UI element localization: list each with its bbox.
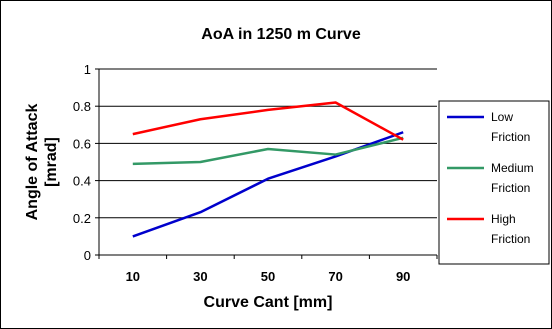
legend: Low Friction Medium Friction High Friction <box>438 100 550 265</box>
legend-label: High <box>491 212 516 226</box>
series-line-high-friction <box>132 101 404 141</box>
y-tick-label: 1 <box>84 62 91 77</box>
y-tick-label: 0.8 <box>73 99 91 114</box>
x-tick-label: 50 <box>261 269 275 284</box>
x-tick-label: 90 <box>396 269 410 284</box>
x-axis-title: Curve Cant [mm] <box>204 294 333 311</box>
plot-area: 0 0.2 0.4 0.6 0.8 1 10 30 50 70 90 <box>73 62 438 284</box>
y-tick-label: 0 <box>84 248 91 263</box>
legend-label: Medium <box>491 161 534 175</box>
y-axis-title-line-1: Angle of Attack <box>24 104 41 221</box>
series-line-medium-friction <box>132 136 404 166</box>
y-axis-title-line-2: [mrad] <box>43 137 60 187</box>
x-tick-label: 30 <box>193 269 207 284</box>
chart-title: AoA in 1250 m Curve <box>201 26 361 43</box>
legend-label: Friction <box>491 232 530 246</box>
legend-label: Low <box>491 110 513 124</box>
legend-box <box>438 100 550 265</box>
x-tick-label: 10 <box>126 269 140 284</box>
y-tick-label: 0.2 <box>73 211 91 226</box>
legend-label: Friction <box>491 130 530 144</box>
y-tick-label: 0.4 <box>73 174 91 189</box>
legend-label: Friction <box>491 181 530 195</box>
x-tick-label: 70 <box>328 269 342 284</box>
y-tick-label: 0.6 <box>73 136 91 151</box>
